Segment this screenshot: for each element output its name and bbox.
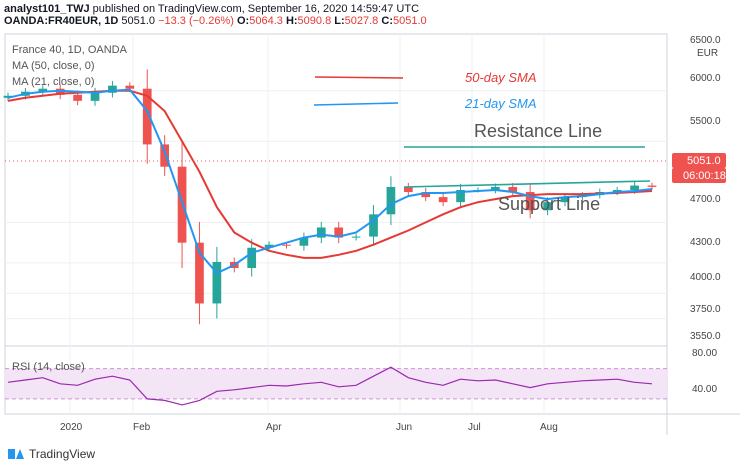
price-tick: 3550.0 bbox=[690, 331, 721, 342]
open-label: O: bbox=[236, 15, 250, 27]
price-axis[interactable]: 6500.0 EUR 6000.0 5500.0 4700.0 4300.0 4… bbox=[672, 35, 726, 342]
candle-body bbox=[247, 247, 257, 268]
candle-body bbox=[55, 88, 65, 95]
candle-body bbox=[647, 185, 657, 187]
price-tick: 6000.0 bbox=[690, 73, 721, 84]
rsi-band bbox=[5, 368, 667, 400]
candle-body bbox=[351, 236, 361, 238]
grid-lines bbox=[5, 34, 667, 414]
support-label: Support Line bbox=[498, 194, 600, 214]
resistance-label: Resistance Line bbox=[474, 121, 602, 141]
ma50-legend: MA (50, close, 0) bbox=[12, 60, 95, 72]
candle-body bbox=[386, 186, 396, 215]
price-change: −13.3 (−0.26%) bbox=[158, 15, 234, 27]
open-value: 5064.3 bbox=[249, 15, 283, 27]
last-price: 5051.0 bbox=[121, 15, 156, 27]
ma21-legend: MA (21, close, 0) bbox=[12, 76, 95, 88]
chart-header: analyst101_TWJ published on TradingView.… bbox=[4, 3, 427, 27]
price-tick: 6500.0 bbox=[690, 35, 721, 46]
candle-body bbox=[212, 261, 222, 304]
last-price-tag-text: 5051.0 bbox=[687, 155, 721, 167]
candle-body bbox=[525, 192, 535, 211]
rsi-overbought-oversold-band bbox=[5, 368, 667, 399]
candle-body bbox=[369, 214, 378, 237]
author-name[interactable]: analyst101_TWJ bbox=[4, 3, 90, 15]
price-tick: 5500.0 bbox=[690, 116, 721, 127]
low-value: 5027.8 bbox=[344, 15, 379, 27]
high-value: 5090.8 bbox=[297, 15, 332, 27]
sma21-line bbox=[7, 88, 653, 275]
candle-body bbox=[630, 185, 639, 190]
candle-body bbox=[508, 186, 518, 193]
candle-body bbox=[316, 227, 326, 238]
candle-body bbox=[421, 192, 431, 198]
candle-body bbox=[456, 190, 465, 203]
sma50-line bbox=[7, 89, 653, 259]
low-label: L: bbox=[334, 15, 345, 27]
price-tick: 3750.0 bbox=[690, 304, 721, 315]
sma21-legend-swatch bbox=[313, 102, 399, 106]
rsi-tick: 80.00 bbox=[692, 348, 717, 359]
footer: TradingView bbox=[8, 447, 95, 461]
symbol-legend: France 40, 1D, OANDA bbox=[12, 44, 128, 56]
time-tick: Apr bbox=[266, 422, 282, 433]
main-pane-frame bbox=[4, 33, 668, 347]
rsi-axis[interactable]: 80.00 40.00 bbox=[692, 348, 717, 395]
close-value: 5051.0 bbox=[392, 15, 427, 27]
candle-body bbox=[560, 197, 570, 203]
sma50-legend-swatch bbox=[314, 76, 404, 79]
candle-body bbox=[299, 237, 309, 246]
moving-averages-group bbox=[7, 88, 653, 275]
tradingview-logo-icon bbox=[8, 448, 24, 460]
candle-body bbox=[334, 227, 344, 238]
support-line[interactable] bbox=[403, 180, 651, 188]
candle-body bbox=[142, 88, 152, 145]
price-tick: 4300.0 bbox=[690, 237, 721, 248]
last-price-tag bbox=[672, 153, 726, 168]
brand-name[interactable]: TradingView bbox=[29, 447, 96, 461]
time-tick: 2020 bbox=[60, 422, 83, 433]
price-tick: 4700.0 bbox=[690, 194, 721, 205]
candle-body bbox=[195, 242, 204, 304]
time-axis[interactable]: 2020 Feb Apr Jun Jul Aug bbox=[60, 422, 558, 433]
sma21-label: 21-day SMA bbox=[464, 96, 537, 111]
sma50-label: 50-day SMA bbox=[465, 70, 537, 85]
candle-body bbox=[282, 244, 291, 246]
countdown-tag bbox=[672, 168, 726, 183]
candle-body bbox=[160, 144, 169, 167]
candle-body bbox=[90, 92, 100, 101]
rsi-line bbox=[7, 366, 653, 406]
rsi-tick: 40.00 bbox=[692, 384, 717, 395]
symbol-name[interactable]: OANDA:FR40EUR, 1D bbox=[4, 15, 119, 27]
close-label: C: bbox=[381, 15, 393, 27]
candle-body bbox=[73, 94, 82, 101]
time-tick: Jul bbox=[468, 422, 481, 433]
countdown-tag-text: 06:00:18 bbox=[683, 170, 726, 182]
rsi-line-group bbox=[7, 366, 653, 406]
candle-body bbox=[108, 85, 117, 93]
price-tick: 4000.0 bbox=[690, 272, 721, 283]
candle-body bbox=[438, 197, 448, 203]
time-tick: Aug bbox=[540, 422, 558, 433]
high-label: H: bbox=[285, 15, 298, 27]
currency-label: EUR bbox=[697, 48, 718, 59]
candle-body bbox=[491, 186, 500, 190]
candle-body bbox=[264, 244, 274, 248]
candle-body bbox=[125, 85, 135, 89]
candle-body bbox=[403, 186, 413, 193]
time-tick: Jun bbox=[396, 422, 412, 433]
rsi-legend: RSI (14, close) bbox=[12, 361, 85, 373]
published-text: published on TradingView.com, September … bbox=[92, 3, 420, 15]
candle-body bbox=[543, 202, 552, 211]
time-tick: Feb bbox=[133, 422, 151, 433]
candle-body bbox=[38, 88, 48, 92]
